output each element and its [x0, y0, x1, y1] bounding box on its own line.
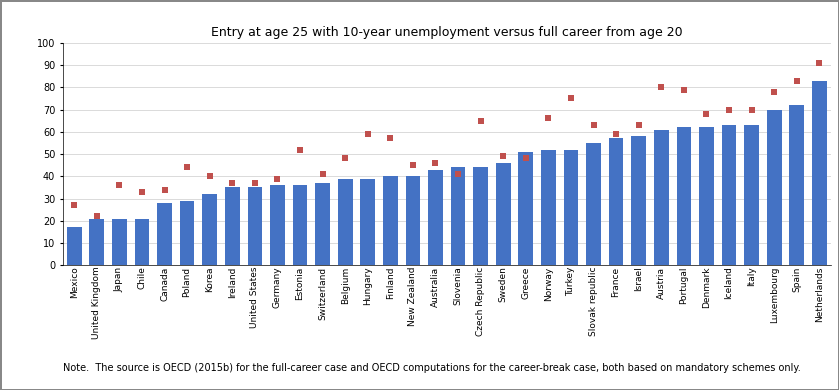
Point — [519, 155, 533, 161]
Point — [226, 180, 239, 186]
Bar — [541, 150, 555, 265]
Bar — [67, 227, 81, 265]
Bar — [564, 150, 578, 265]
Point — [158, 186, 171, 193]
Point — [361, 131, 374, 137]
Point — [677, 87, 690, 93]
Bar — [383, 176, 398, 265]
Bar — [270, 185, 284, 265]
Bar — [473, 167, 488, 265]
Bar — [225, 188, 240, 265]
Point — [609, 131, 623, 137]
Point — [790, 78, 804, 84]
Point — [180, 164, 194, 170]
Point — [497, 153, 510, 160]
Bar — [744, 125, 759, 265]
Bar — [428, 170, 443, 265]
Bar — [789, 105, 804, 265]
Bar — [496, 163, 511, 265]
Bar — [338, 179, 352, 265]
Point — [338, 155, 352, 161]
Point — [586, 122, 600, 128]
Bar — [699, 128, 714, 265]
Point — [632, 122, 645, 128]
Bar — [654, 129, 669, 265]
Point — [565, 96, 578, 102]
Point — [429, 160, 442, 166]
Bar — [134, 218, 149, 265]
Bar — [90, 218, 104, 265]
Bar — [767, 110, 781, 265]
Bar — [315, 183, 330, 265]
Point — [67, 202, 81, 208]
Bar — [180, 201, 195, 265]
Point — [813, 60, 826, 66]
Bar — [519, 152, 533, 265]
Point — [474, 118, 487, 124]
Bar — [157, 203, 172, 265]
Point — [383, 135, 397, 142]
Title: Entry at age 25 with 10-year unemployment versus full career from age 20: Entry at age 25 with 10-year unemploymen… — [211, 26, 683, 39]
Point — [745, 106, 758, 113]
Bar — [722, 125, 737, 265]
Point — [700, 111, 713, 117]
Bar — [812, 81, 826, 265]
Point — [112, 182, 126, 188]
Text: Note.  The source is OECD (2015b) for the full-career case and OECD computations: Note. The source is OECD (2015b) for the… — [63, 363, 800, 373]
Point — [722, 106, 736, 113]
Bar — [361, 179, 375, 265]
Point — [654, 84, 668, 90]
Bar — [676, 128, 691, 265]
Point — [294, 147, 307, 153]
Point — [315, 171, 329, 177]
Point — [248, 180, 262, 186]
Point — [768, 89, 781, 95]
Point — [271, 176, 284, 182]
Bar — [405, 176, 420, 265]
Bar — [586, 143, 601, 265]
Point — [451, 171, 465, 177]
Bar — [112, 218, 127, 265]
Point — [406, 162, 420, 168]
Point — [542, 115, 555, 122]
Point — [90, 213, 103, 220]
Point — [135, 189, 149, 195]
Bar — [248, 188, 262, 265]
Bar — [293, 185, 307, 265]
Bar — [451, 167, 466, 265]
Bar — [202, 194, 217, 265]
Bar — [632, 136, 646, 265]
Point — [203, 173, 216, 179]
Bar — [609, 138, 623, 265]
